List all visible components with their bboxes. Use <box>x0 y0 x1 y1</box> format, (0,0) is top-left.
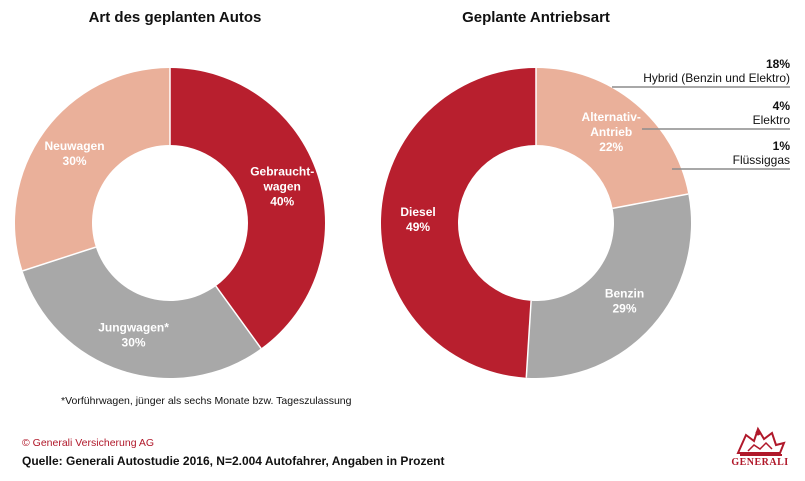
slice-name-label: Alternativ- <box>582 110 641 124</box>
logo-wordmark: GENERALI <box>731 457 789 468</box>
slice-name-label: Benzin <box>605 287 644 301</box>
slice-value-label: 49% <box>406 220 430 234</box>
slice-separator <box>22 246 97 272</box>
slice-separator <box>215 285 262 349</box>
chart-title-left: Art des geplanten Autos <box>88 9 262 26</box>
annotation-value: 4% <box>773 99 791 113</box>
slice-value-label: 30% <box>122 336 146 350</box>
lion-icon <box>736 426 786 456</box>
slice-value-label: 40% <box>270 195 294 209</box>
generali-logo: GENERALI <box>728 421 792 473</box>
annotation-label: Elektro <box>753 113 791 127</box>
donut-left: Gebraucht-wagen40%Jungwagen*30%Neuwagen3… <box>14 68 325 378</box>
copyright: © Generali Versicherung AG <box>22 437 155 449</box>
slice-name-label: Diesel <box>400 205 435 219</box>
slice-value-label: 29% <box>612 302 636 316</box>
donut-slice <box>170 68 325 349</box>
donut-slice <box>381 68 536 378</box>
slice-separator <box>612 193 689 210</box>
slice-name-label: Antrieb <box>590 125 632 139</box>
slice-name-label: Neuwagen <box>45 139 105 153</box>
slice-value-label: 22% <box>599 140 623 154</box>
source-line: Quelle: Generali Autostudie 2016, N=2.00… <box>22 454 445 468</box>
donut-slice <box>536 68 689 209</box>
annotation-value: 1% <box>773 139 791 153</box>
slice-name-label: Jungwagen* <box>98 321 169 335</box>
donut-slice <box>526 193 691 378</box>
footnote: *Vorführwagen, jünger als sechs Monate b… <box>61 395 352 407</box>
annotation-value: 18% <box>766 57 790 71</box>
slice-name-label: wagen <box>263 180 301 194</box>
slice-name-label: Gebraucht- <box>250 165 314 179</box>
donut-slice <box>14 68 171 271</box>
chart-title-right: Geplante Antriebsart <box>462 9 610 26</box>
donut-slice <box>22 247 262 378</box>
slice-value-label: 30% <box>63 154 87 168</box>
annotations: 18%Hybrid (Benzin und Elektro) 4%Elektro 1… <box>612 57 791 170</box>
annotation-label: Flüssiggas <box>733 153 790 167</box>
slice-separator <box>525 300 532 378</box>
annotation-label: Hybrid (Benzin und Elektro) <box>643 71 790 85</box>
